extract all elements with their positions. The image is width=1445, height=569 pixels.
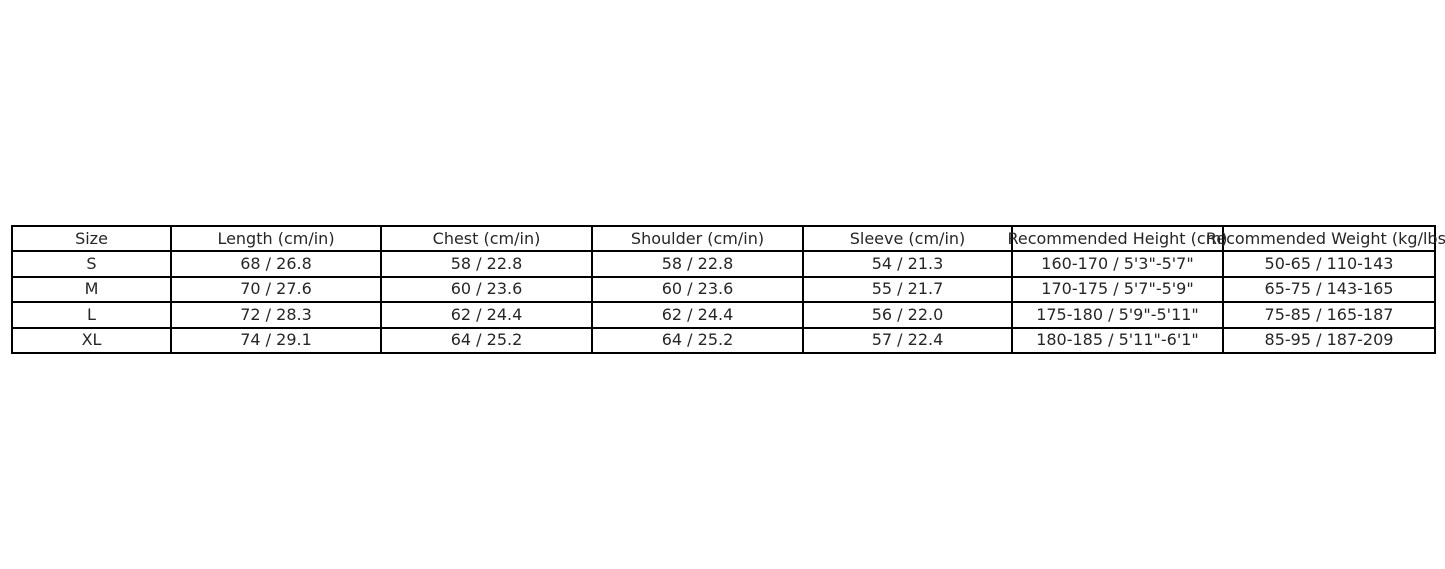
cell-height: 180-185 / 5'11"-6'1" xyxy=(1011,326,1224,354)
size-chart-table: Size Length (cm/in) Chest (cm/in) Should… xyxy=(11,224,1445,354)
cell-size: L xyxy=(11,301,172,329)
cell-weight: 75-85 / 165-187 xyxy=(1222,301,1436,329)
cell-shoulder: 58 / 22.8 xyxy=(591,250,804,278)
column-header-chest: Chest (cm/in) xyxy=(380,224,593,253)
cell-weight: 65-75 / 143-165 xyxy=(1222,275,1436,304)
cell-length: 68 / 26.8 xyxy=(170,250,382,278)
cell-chest: 60 / 23.6 xyxy=(380,275,593,304)
cell-weight: 85-95 / 187-209 xyxy=(1222,326,1436,354)
cell-sleeve: 55 / 21.7 xyxy=(802,275,1013,304)
cell-length: 74 / 29.1 xyxy=(170,326,382,354)
column-header-label: Recommended Height (cm) xyxy=(1007,228,1228,248)
table-row-l: L 72 / 28.3 62 / 24.4 62 / 24.4 56 / 22.… xyxy=(11,301,1436,329)
cell-height: 175-180 / 5'9"-5'11" xyxy=(1011,301,1224,329)
cell-sleeve: 56 / 22.0 xyxy=(802,301,1013,329)
table-row-s: S 68 / 26.8 58 / 22.8 58 / 22.8 54 / 21.… xyxy=(11,250,1436,278)
cell-size: XL xyxy=(11,326,172,354)
column-header-recommended-weight: Recommended Weight (kg/lbs) xyxy=(1206,224,1445,253)
table-row-xl: XL 74 / 29.1 64 / 25.2 64 / 25.2 57 / 22… xyxy=(11,326,1436,354)
column-header-recommended-height: Recommended Height (cm) xyxy=(1007,224,1228,253)
cell-weight: 50-65 / 110-143 xyxy=(1222,250,1436,278)
header-row: Size Length (cm/in) Chest (cm/in) Should… xyxy=(11,224,1445,253)
table-row-m: M 70 / 27.6 60 / 23.6 60 / 23.6 55 / 21.… xyxy=(11,275,1436,304)
column-header-length: Length (cm/in) xyxy=(170,224,382,253)
cell-size: M xyxy=(11,275,172,304)
cell-shoulder: 60 / 23.6 xyxy=(591,275,804,304)
cell-sleeve: 54 / 21.3 xyxy=(802,250,1013,278)
cell-shoulder: 64 / 25.2 xyxy=(591,326,804,354)
column-header-label: Recommended Weight (kg/lbs) xyxy=(1205,228,1445,248)
cell-shoulder: 62 / 24.4 xyxy=(591,301,804,329)
column-header-shoulder: Shoulder (cm/in) xyxy=(591,224,804,253)
cell-chest: 58 / 22.8 xyxy=(380,250,593,278)
cell-size: S xyxy=(11,250,172,278)
cell-sleeve: 57 / 22.4 xyxy=(802,326,1013,354)
cell-height: 170-175 / 5'7"-5'9" xyxy=(1011,275,1224,304)
cell-chest: 62 / 24.4 xyxy=(380,301,593,329)
column-header-sleeve: Sleeve (cm/in) xyxy=(802,224,1013,253)
cell-height: 160-170 / 5'3"-5'7" xyxy=(1011,250,1224,278)
cell-chest: 64 / 25.2 xyxy=(380,326,593,354)
cell-length: 72 / 28.3 xyxy=(170,301,382,329)
column-header-size: Size xyxy=(11,224,172,253)
cell-length: 70 / 27.6 xyxy=(170,275,382,304)
